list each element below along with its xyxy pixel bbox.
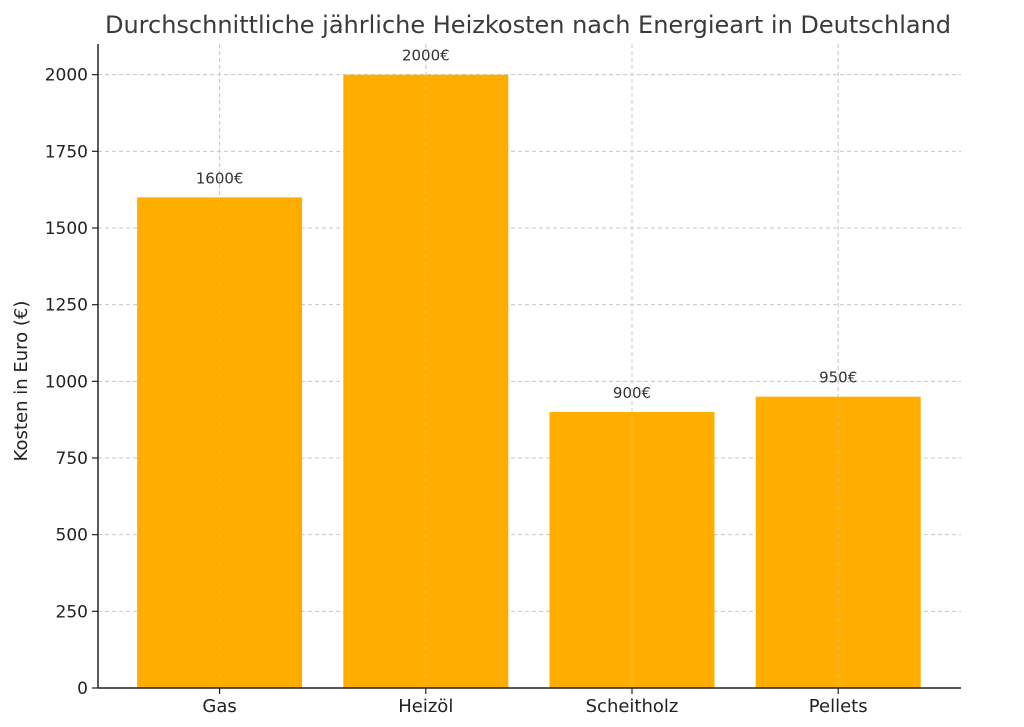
y-tick-label: 1750 bbox=[45, 142, 88, 162]
y-tick-label: 500 bbox=[56, 526, 88, 546]
y-tick-label: 1250 bbox=[45, 296, 88, 316]
x-tick-label: Gas bbox=[202, 696, 236, 717]
bar-value-label: 900€ bbox=[613, 384, 651, 402]
x-tick-label: Pellets bbox=[809, 696, 868, 717]
bar-value-label: 2000€ bbox=[402, 47, 450, 65]
labels: 0 250 500 750 1000 1250 1500 1750 2000 Gas 1600€ He… bbox=[45, 47, 868, 717]
x-tick-label: Scheitholz bbox=[586, 696, 679, 717]
bar-value-label: 1600€ bbox=[196, 169, 244, 187]
y-tick-label: 1500 bbox=[45, 219, 88, 239]
y-tick-label: 0 bbox=[77, 679, 88, 699]
y-axis-label: Kosten in Euro (€) bbox=[11, 301, 32, 462]
y-tick-label: 2000 bbox=[45, 66, 88, 86]
y-tick-label: 750 bbox=[56, 449, 88, 469]
y-tick-label: 1000 bbox=[45, 372, 88, 392]
axes bbox=[92, 44, 961, 694]
bar-value-label: 950€ bbox=[819, 369, 857, 387]
y-tick-label: 250 bbox=[56, 602, 88, 622]
x-tick-label: Heizöl bbox=[398, 696, 453, 717]
chart-title: Durchschnittliche jährliche Heizkosten n… bbox=[105, 11, 951, 39]
